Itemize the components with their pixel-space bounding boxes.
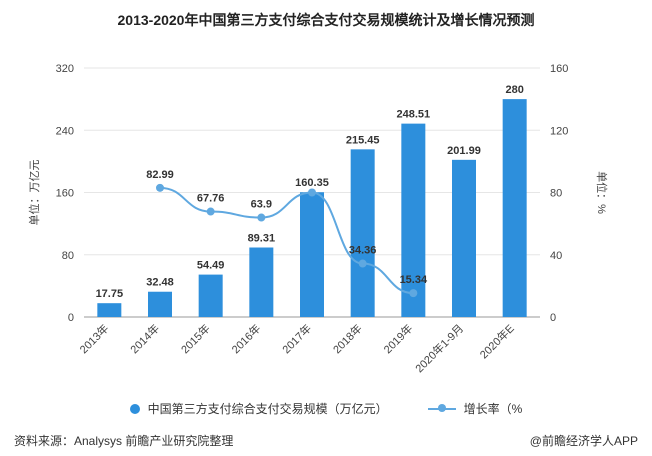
bar-data-label: 32.48 — [146, 277, 174, 289]
bar-data-label: 160.35 — [295, 177, 329, 189]
bar — [502, 99, 527, 317]
source-note: 资料来源：Analysys 前瞻产业研究院整理 — [14, 434, 234, 448]
y-right-tick-label: 120 — [550, 125, 568, 137]
x-tick-label: 2018年 — [330, 321, 365, 356]
bar-data-label: 201.99 — [447, 145, 481, 157]
line-data-label: 34.36 — [349, 245, 377, 257]
bar — [401, 123, 426, 317]
x-tick-label: 2017年 — [279, 321, 314, 356]
bar-data-label: 215.45 — [346, 134, 380, 146]
x-tick-label: 2020年E — [477, 321, 517, 361]
bar-data-label: 17.75 — [96, 288, 124, 300]
bar — [148, 291, 172, 317]
legend-item-bar: 中国第三方支付综合支付交易规模（万亿元） — [129, 400, 388, 417]
y-left-tick-label: 320 — [56, 63, 74, 75]
y-left-tick-label: 240 — [56, 125, 74, 137]
y-right-tick-label: 80 — [550, 188, 562, 200]
line-data-label: 82.99 — [146, 169, 174, 181]
bar-data-label: 54.49 — [197, 260, 225, 272]
bar — [452, 159, 476, 317]
growth-rate-point — [156, 183, 164, 192]
x-tick-label: 2020年1-9月 — [412, 321, 466, 375]
brand-note: @前瞻经济学人APP — [529, 434, 638, 448]
line-data-label: 63.9 — [251, 199, 272, 211]
growth-rate-point — [206, 207, 215, 216]
y-right-axis-title: 单位：% — [595, 171, 609, 214]
y-left-tick-label: 0 — [68, 312, 74, 324]
bar-data-label: 89.31 — [248, 233, 276, 245]
y-left-axis-title: 单位：万亿元 — [27, 160, 41, 226]
bar — [198, 274, 223, 317]
legend-line-marker — [427, 403, 456, 412]
growth-rate-point — [308, 188, 316, 197]
bar-data-label: 248.51 — [397, 109, 431, 121]
bar-data-label: 280 — [505, 84, 523, 96]
chart-title: 2013-2020年中国第三方支付综合支付交易规模统计及增长情况预测 — [117, 12, 535, 28]
line-data-label: 67.76 — [197, 193, 225, 205]
y-left-tick-label: 160 — [56, 188, 74, 200]
legend-bar-label: 中国第三方支付综合支付交易规模（万亿元） — [147, 402, 388, 416]
y-left-tick-label: 80 — [62, 250, 74, 262]
y-right-tick-label: 160 — [550, 63, 568, 75]
x-tick-label: 2013年 — [76, 321, 111, 356]
bar — [97, 303, 122, 317]
growth-rate-point — [409, 289, 418, 298]
legend-item-line: 增长率（% — [427, 400, 523, 417]
legend-line-label: 增长率（% — [463, 402, 523, 416]
legend-bar-marker — [129, 403, 140, 414]
bar — [300, 192, 324, 317]
growth-rate-point — [358, 259, 367, 268]
x-tick-label: 2016年 — [228, 321, 263, 356]
x-tick-label: 2019年 — [380, 321, 415, 356]
line-data-label: 15.34 — [400, 274, 428, 286]
x-tick-label: 2015年 — [178, 321, 213, 356]
y-right-tick-label: 0 — [550, 312, 556, 324]
bar — [249, 247, 274, 317]
growth-rate-point — [257, 213, 266, 222]
chart-legend: 中国第三方支付综合支付交易规模（万亿元） 增长率（% — [0, 400, 652, 417]
x-tick-label: 2014年 — [127, 321, 162, 356]
bar — [350, 149, 375, 317]
y-right-tick-label: 40 — [550, 250, 562, 262]
